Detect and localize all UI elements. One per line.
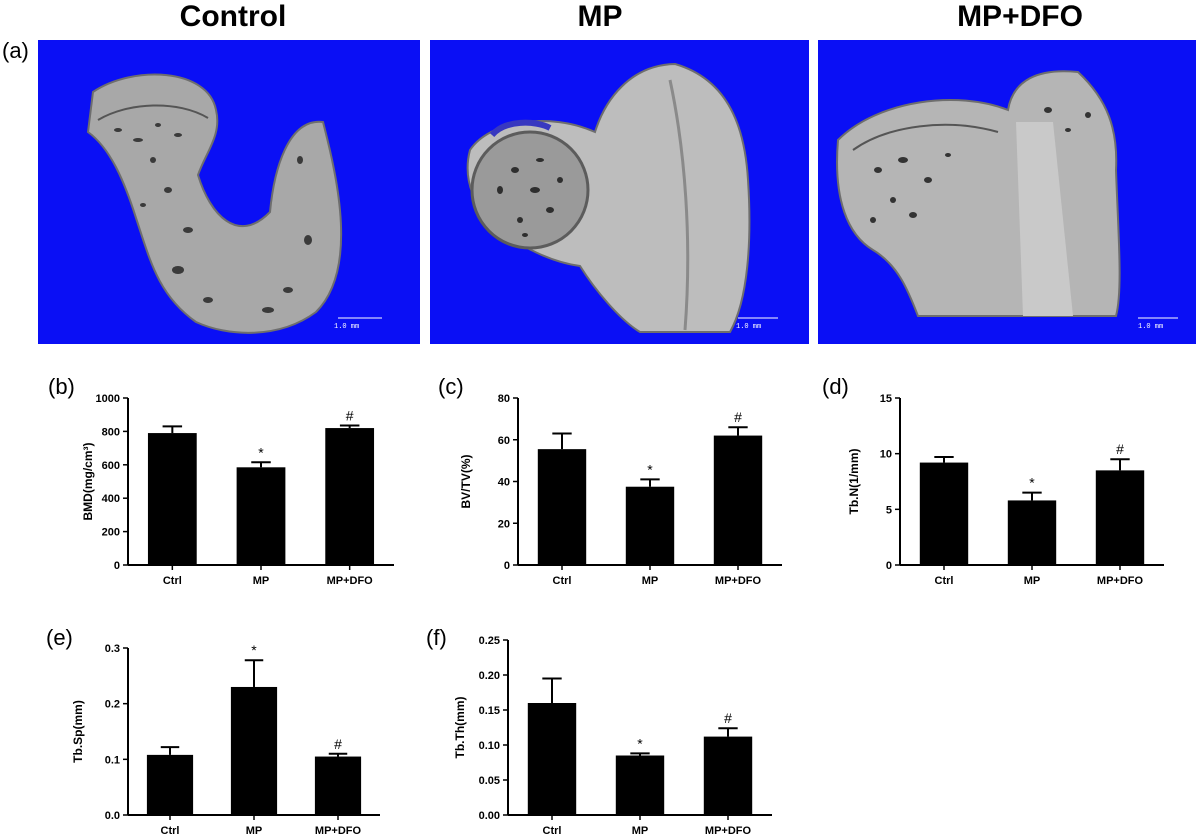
x-tick-label-d: MP: [1024, 575, 1041, 587]
group-title-mp: MP: [577, 0, 623, 33]
y-tick-label-d: 15: [880, 393, 892, 405]
femur-render-mp-dfo: 1.0 mm: [836, 70, 1178, 331]
ct-image-control: 1.0 mm: [38, 40, 420, 344]
x-tick-label-d: Ctrl: [935, 575, 954, 587]
x-tick-label-e: Ctrl: [161, 825, 180, 836]
y-axis-title-b: BMD(mg/cm³): [81, 443, 95, 521]
scale-bar-label-mp-dfo: 1.0 mm: [1138, 323, 1163, 331]
y-tick-label-f: 0.20: [479, 670, 500, 682]
x-tick-label-d: MP+DFO: [1097, 575, 1144, 587]
y-tick-label-f: 0.10: [479, 740, 500, 752]
significance-marker-e-2: #: [334, 736, 342, 752]
panel-label-a: (a): [2, 38, 29, 63]
y-tick-label-f: 0.15: [479, 705, 500, 717]
bar-b-0: [147, 433, 197, 565]
significance-marker-b-2: #: [346, 408, 354, 424]
x-tick-label-c: MP+DFO: [715, 575, 762, 587]
group-title-mp-dfo: MP+DFO: [957, 0, 1083, 33]
panel-label-f: (f): [426, 625, 447, 650]
x-tick-label-c: MP: [642, 575, 659, 587]
bar-e-1: [230, 686, 278, 815]
significance-marker-b-1: *: [258, 444, 264, 460]
y-tick-label-b: 800: [102, 426, 120, 438]
bar-c-1: [625, 486, 675, 565]
significance-marker-e-1: *: [251, 642, 257, 658]
significance-marker-f-1: *: [637, 735, 643, 751]
y-tick-label-d: 5: [886, 504, 892, 516]
y-tick-label-f: 0.00: [479, 810, 500, 822]
x-tick-label-c: Ctrl: [553, 575, 572, 587]
y-tick-label-e: 0.3: [105, 643, 120, 655]
y-tick-label-c: 40: [498, 477, 510, 489]
significance-marker-d-2: #: [1116, 441, 1124, 457]
panel-label-c: (c): [438, 374, 464, 399]
y-tick-label-b: 200: [102, 527, 120, 539]
group-title-control: Control: [179, 0, 287, 33]
femur-render-mp: 1.0 mm: [466, 62, 778, 333]
y-tick-label-d: 0: [886, 560, 892, 572]
x-tick-label-e: MP: [246, 825, 263, 836]
bar-f-0: [527, 703, 577, 815]
x-tick-label-e: MP+DFO: [315, 825, 362, 836]
panel-label-d: (d): [822, 374, 849, 399]
x-tick-label-f: MP: [632, 825, 649, 836]
x-tick-label-b: MP: [253, 575, 270, 587]
x-tick-label-b: MP+DFO: [327, 575, 374, 587]
y-tick-label-d: 10: [880, 449, 892, 461]
bar-c-2: [713, 435, 763, 565]
x-tick-label-f: Ctrl: [543, 825, 562, 836]
bar-f-2: [703, 736, 753, 815]
y-axis-title-e: Tb.Sp(mm): [71, 700, 85, 763]
y-tick-label-e: 0.2: [105, 699, 120, 711]
y-tick-label-c: 80: [498, 393, 510, 405]
bar-b-2: [325, 428, 375, 565]
y-tick-label-b: 400: [102, 493, 120, 505]
bar-f-1: [615, 755, 665, 815]
y-tick-label-b: 1000: [96, 393, 120, 405]
y-axis-title-c: BV/TV(%): [459, 454, 473, 508]
x-tick-label-b: Ctrl: [163, 575, 182, 587]
y-tick-label-b: 0: [114, 560, 120, 572]
y-tick-label-f: 0.05: [479, 775, 500, 787]
bar-d-0: [919, 462, 969, 565]
ct-image-mp-dfo: 1.0 mm: [818, 40, 1196, 344]
bar-e-0: [146, 754, 194, 815]
y-axis-title-f: Tb.Th(mm): [453, 697, 467, 759]
x-tick-label-f: MP+DFO: [705, 825, 752, 836]
scale-bar-label-control: 1.0 mm: [334, 323, 359, 331]
y-tick-label-c: 20: [498, 518, 510, 530]
scale-bar-label-mp: 1.0 mm: [736, 323, 761, 331]
y-axis-title-d: Tb.N(1/mm): [847, 448, 861, 514]
ct-image-mp: 1.0 mm: [430, 40, 809, 344]
panel-label-e: (e): [46, 625, 73, 650]
bar-b-1: [236, 467, 286, 565]
y-tick-label-c: 60: [498, 435, 510, 447]
bar-c-0: [537, 449, 587, 565]
significance-marker-c-1: *: [647, 461, 653, 477]
bar-d-2: [1095, 470, 1145, 565]
bar-d-1: [1007, 500, 1057, 565]
y-tick-label-c: 0: [504, 560, 510, 572]
y-tick-label-b: 600: [102, 460, 120, 472]
y-tick-label-f: 0.25: [479, 635, 500, 647]
y-tick-label-e: 0.0: [105, 810, 120, 822]
panel-label-b: (b): [48, 374, 75, 399]
significance-marker-c-2: #: [734, 409, 742, 425]
y-tick-label-e: 0.1: [105, 754, 120, 766]
significance-marker-f-2: #: [724, 710, 732, 726]
significance-marker-d-1: *: [1029, 475, 1035, 491]
femur-render-control: 1.0 mm: [86, 73, 382, 334]
bar-e-2: [314, 756, 362, 815]
